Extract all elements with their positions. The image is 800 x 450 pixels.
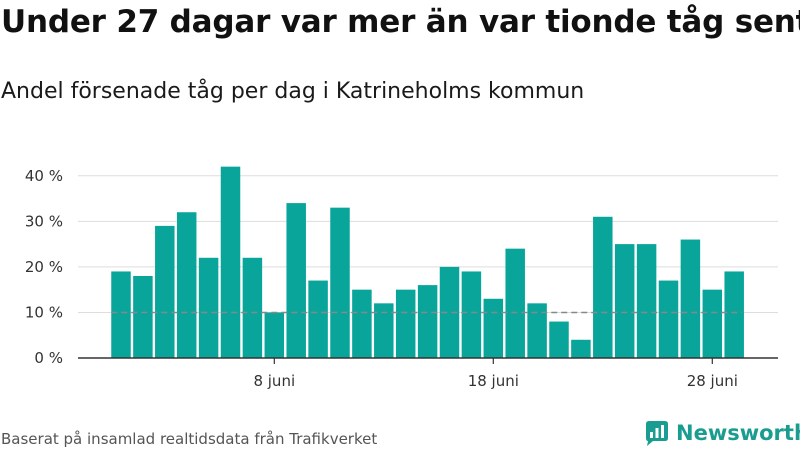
- bar: [286, 203, 306, 358]
- chart-subtitle: Andel försenade tåg per dag i Katrinehol…: [1, 79, 585, 104]
- axis-layer: 0 % 10 % 20 % 30 % 40 % 8 juni 18 juni 28 juni: [25, 167, 778, 390]
- chart-title: Under 27 dagar var mer än var tionde tåg…: [1, 4, 800, 40]
- bar: [636, 244, 657, 358]
- y-tick-label: 0 %: [34, 349, 63, 367]
- source-note: Baserat på insamlad realtidsdata från Tr…: [1, 430, 378, 448]
- x-tick-label: 18 juni: [468, 372, 519, 390]
- brand-logo[interactable]: Newsworthy: [644, 420, 800, 446]
- bar: [680, 239, 701, 358]
- bar: [724, 271, 744, 358]
- bar: [155, 225, 175, 358]
- y-tick-label: 30 %: [25, 212, 63, 230]
- bar: [330, 207, 350, 358]
- x-tick-label: 28 juni: [687, 372, 738, 390]
- bar: [374, 303, 394, 358]
- bar: [439, 266, 460, 358]
- bar: [111, 271, 131, 358]
- bar-chart-logo-icon: [646, 421, 668, 446]
- bars-layer: [111, 166, 744, 358]
- bar: [176, 212, 197, 358]
- bar: [264, 312, 285, 358]
- y-tick-label: 10 %: [25, 303, 63, 321]
- bar: [505, 248, 525, 358]
- bar: [220, 166, 241, 358]
- bar: [549, 321, 569, 358]
- bar: [461, 271, 482, 358]
- bar: [352, 289, 372, 358]
- y-tick-label: 20 %: [25, 258, 63, 276]
- bar: [527, 303, 547, 358]
- y-tick-label: 40 %: [25, 167, 63, 185]
- bar: [571, 339, 591, 358]
- bar-chart: 0 % 10 % 20 % 30 % 40 % 8 juni 18 juni 28 juni: [25, 166, 778, 390]
- bar: [133, 276, 153, 358]
- bar: [658, 280, 679, 358]
- bar: [308, 280, 328, 358]
- bar: [417, 285, 438, 358]
- bar: [198, 257, 219, 358]
- bar: [614, 244, 635, 358]
- x-tick-label: 8 juni: [253, 372, 295, 390]
- bar: [483, 298, 504, 358]
- bar: [593, 216, 613, 358]
- bar: [242, 257, 263, 358]
- bar: [395, 289, 416, 358]
- brand-name: Newsworthy: [676, 421, 800, 445]
- bar: [702, 289, 723, 358]
